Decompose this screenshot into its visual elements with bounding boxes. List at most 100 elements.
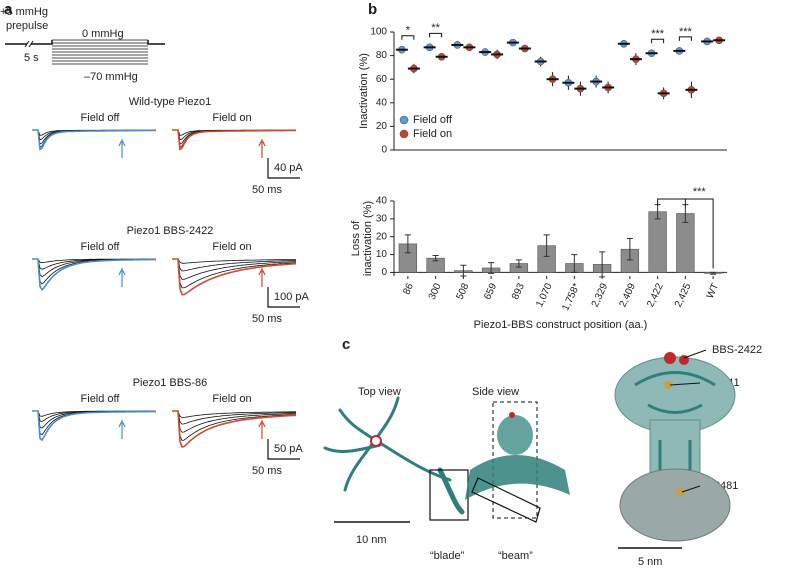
structures <box>323 349 736 549</box>
protocol-steps <box>52 39 148 65</box>
y-tick-label: 20 <box>376 231 388 242</box>
current-trace <box>172 410 297 433</box>
y-tick-label: 100 <box>370 27 387 38</box>
significance-bracket <box>657 198 714 269</box>
y-tick-label: 40 <box>376 196 388 207</box>
recordings: Wild-type Piezo1 Field off Field on 40 pA 50… <box>32 96 310 477</box>
condition-label: Field off <box>81 112 121 124</box>
x-tick-label: 2,329 <box>590 281 611 309</box>
current-trace <box>172 258 296 280</box>
panel-label: a <box>4 1 13 18</box>
current-trace <box>172 410 297 441</box>
protocol-trace <box>5 40 165 48</box>
legend-label: Field off <box>413 114 453 126</box>
legend-marker <box>399 115 409 125</box>
protocol-label: prepulse <box>6 20 48 32</box>
panel-label: c <box>342 336 350 353</box>
error-bar <box>515 259 522 268</box>
y-tick-label: 0 <box>381 267 387 278</box>
view-label: Side view <box>472 386 519 398</box>
protocol-label: 5 s <box>24 52 39 64</box>
condition-label: Field on <box>212 241 251 253</box>
current-trace <box>172 129 296 145</box>
x-tick-label: 893 <box>510 281 527 301</box>
protocol-label: +5 mmHg <box>0 6 48 18</box>
pore <box>370 435 382 447</box>
y-tick-label: 20 <box>376 121 388 132</box>
error-bar <box>404 234 411 254</box>
current-trace <box>32 258 156 291</box>
scale-bar <box>267 439 300 460</box>
condition-label: Field on <box>212 112 251 124</box>
significance-bracket <box>678 36 692 41</box>
current-trace <box>32 129 156 151</box>
current-trace <box>32 129 156 145</box>
y-tick-label: 0 <box>381 145 387 156</box>
error-bar <box>543 234 550 257</box>
scale-bar <box>267 158 300 179</box>
legend-marker <box>399 129 409 139</box>
x-tick-label: 2,425 <box>673 281 694 309</box>
significance-label: *** <box>679 26 693 38</box>
current-trace <box>32 258 156 292</box>
significance-bracket <box>429 32 443 38</box>
top-view-structure <box>323 396 465 515</box>
recording-title: Piezo1 BBS-86 <box>133 377 208 389</box>
axis-break <box>24 40 34 48</box>
y-axis-label: Inactivation (%) <box>358 53 370 129</box>
error-bar <box>626 238 633 261</box>
y-axis-label: inactivation (%) <box>362 201 374 276</box>
x-tick-label: 1,758* <box>560 282 582 313</box>
x-tick-label: 659 <box>482 281 499 301</box>
x-tick-label: 1,070 <box>534 281 555 309</box>
scale-label: 50 ms <box>252 184 282 196</box>
bar <box>648 211 667 273</box>
surface-structure <box>614 349 736 542</box>
x-tick-label: 2,422 <box>645 281 666 309</box>
current-trace <box>172 258 297 272</box>
current-trace <box>172 410 297 448</box>
scale-label: 50 ms <box>252 313 282 325</box>
significance-bracket <box>651 38 665 44</box>
recording-title: Wild-type Piezo1 <box>129 96 212 108</box>
residue-label: BBS-2422 <box>712 344 762 356</box>
condition-label: Field off <box>81 393 121 405</box>
structure-label: “beam” <box>498 550 533 562</box>
arrow <box>258 419 266 439</box>
error-bar <box>571 254 578 273</box>
structure-label: “blade” <box>430 550 465 562</box>
arrow <box>258 138 266 158</box>
view-label: Top view <box>358 386 401 398</box>
recording-title: Piezo1 BBS-2422 <box>127 225 214 237</box>
arrow <box>118 419 126 439</box>
current-trace <box>172 258 297 296</box>
scale-label: 5 nm <box>638 556 662 568</box>
x-tick-label: WT <box>705 282 722 301</box>
x-tick-label: 2,409 <box>617 281 638 309</box>
arrow <box>258 267 266 287</box>
current-trace <box>172 410 296 425</box>
y-tick-label: 10 <box>376 249 388 260</box>
y-tick-label: 40 <box>376 97 388 108</box>
legend-label: Field on <box>413 128 452 140</box>
condition-label: Field on <box>212 393 251 405</box>
current-trace <box>32 410 156 436</box>
panel-label: b <box>368 1 377 18</box>
error-bar <box>488 262 495 274</box>
current-trace <box>172 258 296 264</box>
scale-label: 50 pA <box>274 443 303 455</box>
current-trace <box>32 410 156 442</box>
protocol-label: –70 mmHg <box>84 71 138 83</box>
y-axis-label: Loss of <box>350 220 362 256</box>
side-view-structure <box>465 401 570 523</box>
scale-bar <box>267 287 300 308</box>
scale-label: 50 ms <box>252 465 282 477</box>
significance-label: *** <box>651 28 665 40</box>
y-tick-label: 80 <box>376 50 388 61</box>
current-trace <box>172 129 296 151</box>
x-tick-label: 300 <box>427 281 444 301</box>
x-tick-label: 508 <box>454 281 471 301</box>
significance-bracket <box>401 35 415 40</box>
protocol-label: 0 mmHg <box>82 28 124 40</box>
